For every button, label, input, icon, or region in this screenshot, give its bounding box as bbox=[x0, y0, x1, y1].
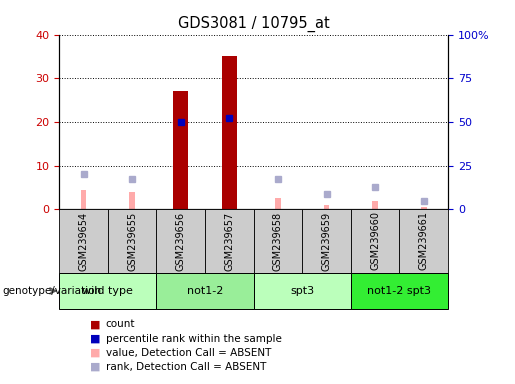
Bar bbox=[351, 273, 448, 309]
Text: ■: ■ bbox=[90, 348, 100, 358]
Bar bbox=[323, 205, 330, 209]
Text: count: count bbox=[106, 319, 135, 329]
Text: ■: ■ bbox=[90, 319, 100, 329]
Bar bbox=[205, 209, 253, 273]
Text: rank, Detection Call = ABSENT: rank, Detection Call = ABSENT bbox=[106, 362, 266, 372]
Bar bbox=[59, 273, 157, 309]
Bar bbox=[222, 56, 236, 209]
Text: not1-2: not1-2 bbox=[187, 286, 223, 296]
Bar bbox=[351, 209, 400, 273]
Bar bbox=[174, 91, 188, 209]
Bar bbox=[372, 200, 378, 209]
Text: GSM239656: GSM239656 bbox=[176, 212, 186, 270]
Bar bbox=[108, 209, 157, 273]
Text: value, Detection Call = ABSENT: value, Detection Call = ABSENT bbox=[106, 348, 271, 358]
Text: GSM239660: GSM239660 bbox=[370, 212, 380, 270]
Text: GSM239661: GSM239661 bbox=[419, 212, 429, 270]
Text: GSM239657: GSM239657 bbox=[225, 211, 234, 271]
Text: wild type: wild type bbox=[82, 286, 133, 296]
Bar bbox=[421, 207, 426, 209]
Text: GSM239655: GSM239655 bbox=[127, 211, 137, 271]
Text: spt3: spt3 bbox=[290, 286, 314, 296]
Text: ■: ■ bbox=[90, 362, 100, 372]
Bar bbox=[253, 273, 351, 309]
Bar bbox=[81, 190, 87, 209]
Text: GSM239654: GSM239654 bbox=[78, 212, 89, 270]
Text: ■: ■ bbox=[90, 334, 100, 344]
Text: GSM239659: GSM239659 bbox=[321, 212, 332, 270]
Text: GSM239658: GSM239658 bbox=[273, 212, 283, 270]
Text: percentile rank within the sample: percentile rank within the sample bbox=[106, 334, 282, 344]
Bar bbox=[129, 192, 135, 209]
Bar bbox=[157, 273, 253, 309]
Bar bbox=[253, 209, 302, 273]
Bar bbox=[400, 209, 448, 273]
Bar bbox=[275, 199, 281, 209]
Title: GDS3081 / 10795_at: GDS3081 / 10795_at bbox=[178, 16, 330, 32]
Text: not1-2 spt3: not1-2 spt3 bbox=[367, 286, 432, 296]
Bar bbox=[59, 209, 108, 273]
Bar bbox=[302, 209, 351, 273]
Bar bbox=[157, 209, 205, 273]
Text: genotype/variation: genotype/variation bbox=[3, 286, 101, 296]
